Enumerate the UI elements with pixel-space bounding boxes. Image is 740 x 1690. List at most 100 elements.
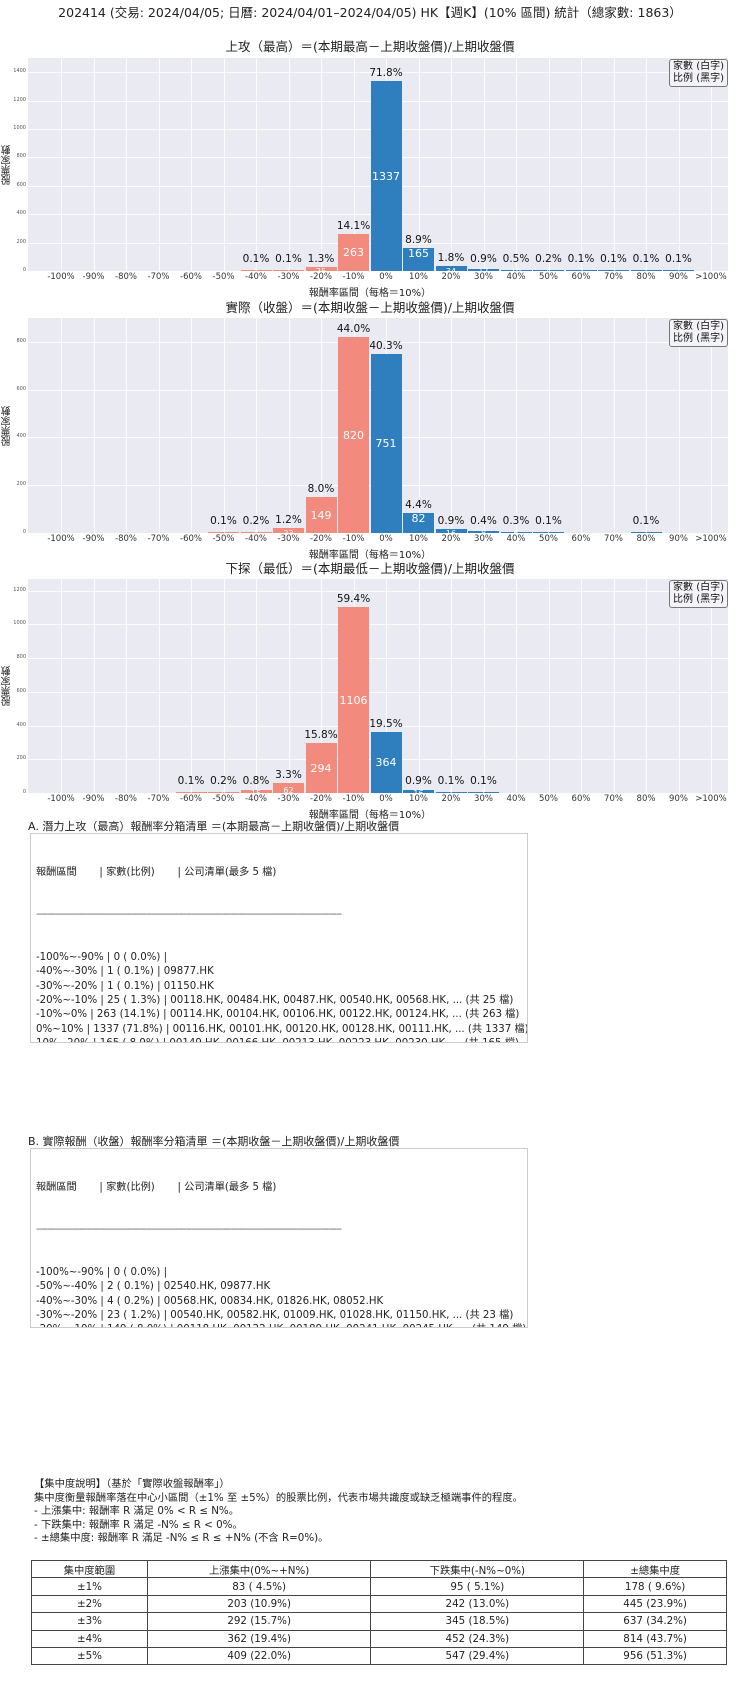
x-tick-label: >100% (695, 794, 727, 804)
y-tick-label: 400 (16, 210, 26, 217)
x-tick-label: -60% (180, 794, 202, 804)
legend: 家數 (白字) 比例 (黑字) (669, 59, 728, 87)
x-tick-label: -70% (147, 272, 170, 282)
gridline (548, 318, 550, 533)
y-tick-label: 800 (16, 654, 26, 661)
gridline (28, 725, 728, 727)
table-cell: 203 (10.9%) (146, 1594, 372, 1614)
table-cell: 83 ( 4.5%) (146, 1577, 372, 1596)
x-tick-label: -100% (47, 794, 75, 804)
bar-percent-label: 3.3% (275, 768, 302, 781)
x-tick-label: 10% (409, 794, 428, 804)
x-tick-label: 50% (539, 534, 558, 544)
bar-percent-label: 0.1% (177, 775, 205, 787)
bar-percent-label: 0.5% (502, 253, 530, 265)
histogram-bar (565, 269, 597, 271)
x-tick-label: 0% (379, 794, 393, 804)
table-cell: 95 ( 5.1%) (370, 1577, 585, 1596)
gridline (191, 579, 192, 793)
table-cell: 956 (51.3%) (583, 1646, 727, 1666)
x-tick-label: 90% (669, 534, 688, 544)
bar-count-label: 1 (253, 267, 259, 276)
x-tick-label: -40% (245, 794, 267, 804)
histogram-bar (305, 267, 337, 271)
x-tick-label: -80% (115, 272, 137, 282)
bar-count-label: 1 (188, 789, 194, 798)
bar-count-label: 2 (220, 529, 227, 538)
y-tick-label: 0 (22, 789, 26, 795)
bar-percent-label: 19.5% (369, 717, 403, 730)
x-tick-label: 40% (506, 794, 526, 804)
gridline (93, 579, 95, 793)
notes-item: - ±總集中度: 報酬率 R 滿足 -N% ≤ R ≤ +N% (不含 R=0%… (34, 1532, 329, 1544)
x-tick-label: -40% (245, 272, 267, 282)
table-cell: ±1% (31, 1577, 148, 1596)
y-tick-label: 600 (16, 181, 26, 188)
gridline (28, 533, 728, 534)
histogram-bar (273, 527, 304, 533)
x-tick-label: -70% (147, 794, 170, 804)
chart-title: 實際（收盤）＝(本期收盤－上期收盤價)/上期收盤價 (225, 300, 515, 315)
list-a-header: 報酬區間 | 家數(比例) | 公司清單(最多 5 檔) (36, 866, 277, 878)
gridline (93, 318, 95, 533)
legend-count-label: 家數 (白字) (673, 61, 724, 72)
y-tick-label: 400 (16, 721, 26, 728)
histogram-bar (630, 531, 662, 533)
histogram-bar (468, 531, 499, 533)
bar-percent-label: 44.0% (336, 323, 371, 336)
concentration-table: 集中度範圍 上漲集中(0%~+N%) 下跌集中(-N%~0%) ±總集中度 ±1… (31, 1559, 727, 1666)
bar-percent-label: 0.1% (470, 775, 497, 787)
bar-count-label: 17 (478, 267, 489, 276)
gridline (158, 58, 160, 271)
histogram-bar (338, 233, 369, 271)
gridline (158, 579, 160, 793)
legend-percent-label: 比例 (黑字) (673, 333, 724, 344)
gridline (646, 318, 647, 533)
table-cell: ±2% (31, 1594, 148, 1614)
bar-count-label: 364 (375, 756, 397, 770)
y-tick-label: 0 (22, 529, 26, 535)
histogram-bar (630, 269, 662, 271)
histogram-bar (370, 353, 402, 533)
histogram-bar (370, 731, 402, 793)
list-item: -10%~0% | 263 (14.1%) | 00114.HK, 00104.… (36, 1009, 520, 1021)
gridline (126, 318, 127, 533)
table-cell: 178 ( 9.6%) (583, 1577, 727, 1596)
bar-percent-label: 1.3% (307, 253, 335, 265)
bar-percent-label: 1.8% (437, 252, 465, 265)
x-tick-label: -10% (342, 794, 365, 804)
gridline (613, 58, 615, 271)
table-cell: ±5% (31, 1646, 148, 1666)
gridline (418, 318, 420, 533)
bar-percent-label: 0.2% (210, 775, 237, 787)
histogram-bar (468, 268, 499, 271)
histogram-bar (338, 606, 369, 793)
x-tick-label: -30% (277, 272, 300, 282)
legend-count-label: 家數 (白字) (673, 321, 724, 332)
x-tick-label: 30% (474, 534, 493, 544)
y-tick-label: 1000 (13, 125, 26, 131)
gridline (451, 318, 452, 533)
gridline (28, 793, 728, 794)
histogram-bar (403, 247, 434, 271)
gridline (126, 58, 127, 271)
y-tick-label: 1000 (13, 620, 26, 627)
notes-desc: 集中度衡量報酬率落在中心小區間（±1% 至 ±5%）的股票比例，代表市場共識度或… (34, 1491, 523, 1504)
x-tick-label: -50% (212, 272, 235, 282)
x-tick-label: -20% (310, 794, 332, 804)
gridline (483, 579, 485, 793)
gridline (321, 318, 322, 533)
gridline (483, 318, 485, 533)
y-tick-label: 1200 (13, 586, 26, 593)
x-tick-label: 70% (604, 794, 623, 804)
bar-percent-label: 59.4% (336, 592, 371, 605)
table-cell: 292 (15.7%) (146, 1612, 372, 1631)
table-cell: 452 (24.3%) (370, 1629, 585, 1648)
bar-percent-label: 0.1% (275, 253, 302, 265)
histogram-bar (598, 269, 629, 271)
gridline (321, 579, 322, 793)
table-cell: 445 (23.9%) (583, 1594, 727, 1614)
x-tick-label: 60% (571, 534, 591, 544)
x-tick-label: 70% (604, 534, 623, 544)
bar-count-label: 8 (480, 529, 487, 538)
